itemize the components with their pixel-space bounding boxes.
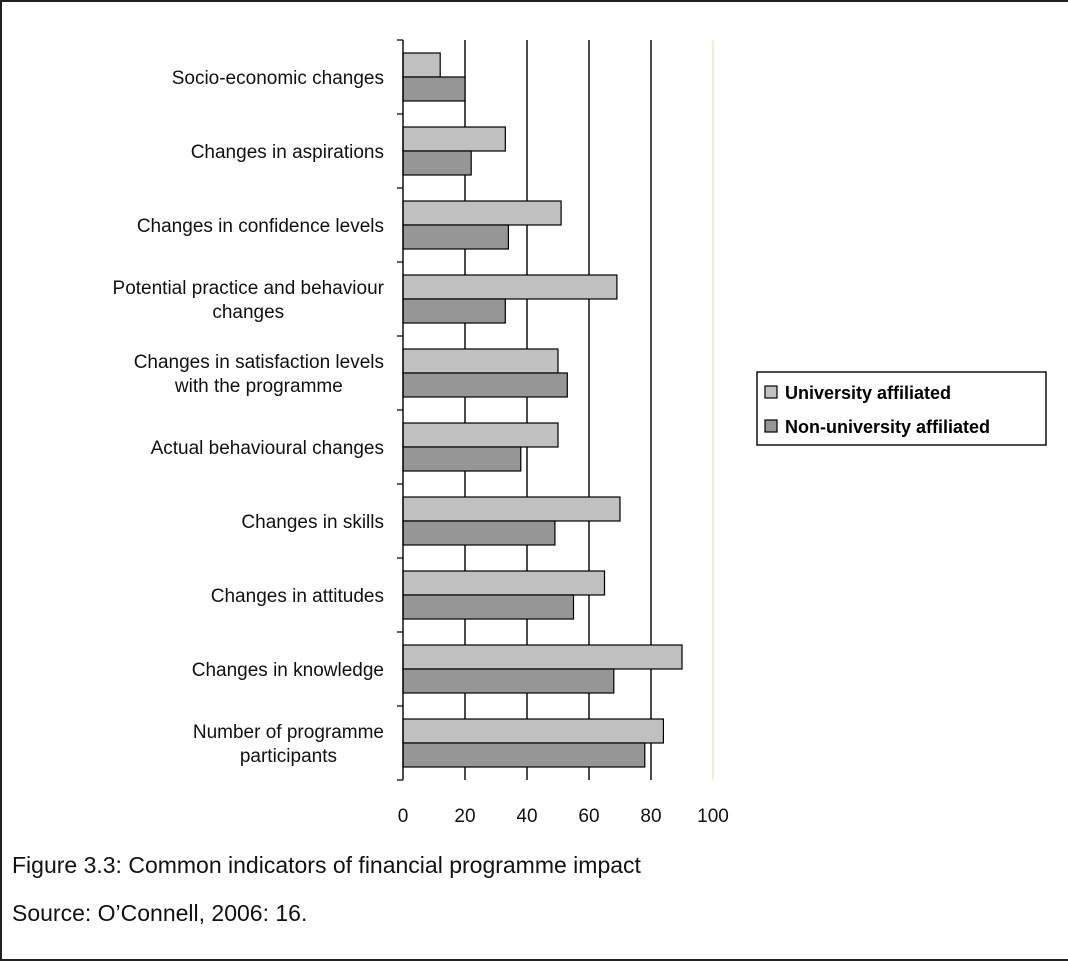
bar-non-university-6 [402,520,556,546]
legend-box [756,371,1047,446]
bar-university-1 [402,126,506,152]
bar-chart: Socio-economic changes Changes in aspirat… [113,39,1047,827]
category-label: Changes in knowledge [192,660,384,681]
bar-non-university-9 [402,742,646,768]
legend-swatch [764,385,778,399]
category-labels: Socio-economic changes Changes in aspirat… [113,68,385,767]
bar-university-5 [402,422,559,448]
bar-university-0 [402,52,441,78]
x-axis-ticks: 0 20 40 60 80 100 [398,806,729,827]
bar-university-3 [402,274,618,300]
x-tick-label: 100 [697,806,729,827]
bar-non-university-4 [402,372,568,398]
bar-non-university-1 [402,150,472,176]
legend-swatch [764,419,778,433]
category-label: Changes in aspirations [191,142,384,163]
bar-university-8 [402,644,683,670]
bar-university-2 [402,200,562,226]
x-tick-label: 60 [578,806,599,827]
x-tick-label: 20 [454,806,475,827]
bar-university-9 [402,718,664,744]
category-label: Changes in confidence levels [137,216,384,237]
x-tick-label: 0 [398,806,409,827]
bar-non-university-5 [402,446,522,472]
bar-university-7 [402,570,606,596]
category-label: Actual behavioural changes [151,438,384,459]
category-label: Socio-economic changes [172,68,384,89]
bar-non-university-2 [402,224,510,250]
legend-label: University affiliated [785,383,951,403]
category-label: Changes in attitudes [211,586,384,607]
bar-non-university-8 [402,668,615,694]
y-axis [397,39,404,781]
legend-label: Non-university affiliated [785,417,990,437]
category-label: with the programme [174,376,343,397]
category-label: Number of programme [193,722,384,743]
figure-caption: Figure 3.3: Common indicators of financi… [12,852,641,878]
bar-non-university-0 [402,76,466,102]
x-tick-label: 40 [516,806,537,827]
bar-university-6 [402,496,621,522]
category-label: changes [212,302,284,323]
bars [402,52,683,768]
legend: University affiliated Non-university affi… [756,371,1047,446]
bar-non-university-7 [402,594,575,620]
figure-source: Source: O’Connell, 2006: 16. [12,900,308,926]
bar-non-university-3 [402,298,506,324]
category-label: Changes in skills [241,512,384,533]
x-tick-label: 80 [640,806,661,827]
category-label: participants [240,746,337,767]
category-label: Changes in satisfaction levels [134,352,384,373]
category-label: Potential practice and behaviour [113,278,385,299]
bar-university-4 [402,348,559,374]
